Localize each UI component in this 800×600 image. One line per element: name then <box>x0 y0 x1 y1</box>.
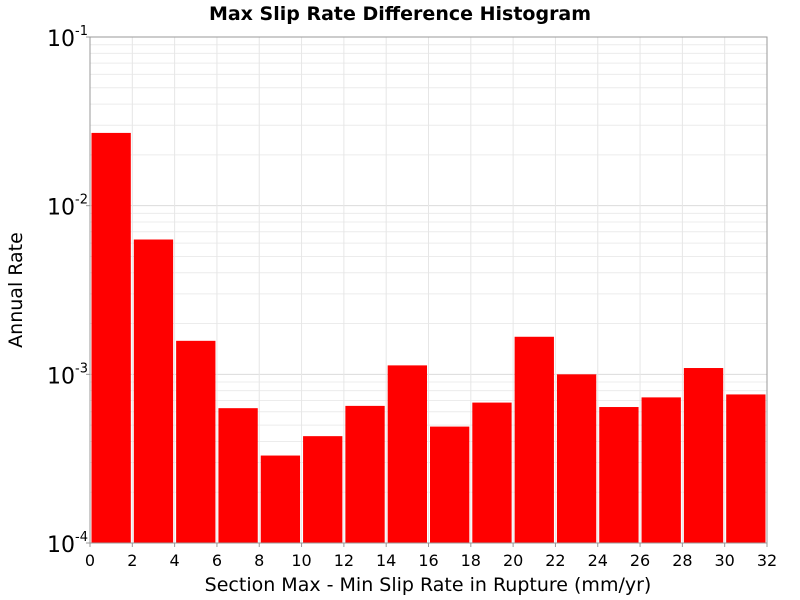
bar <box>345 405 385 543</box>
x-tick-label: 16 <box>418 551 438 570</box>
x-tick-label: 20 <box>503 551 523 570</box>
x-tick-label: 32 <box>757 551 777 570</box>
x-axis-ticks: 0 2 4 6 8 10 12 14 16 18 20 22 24 26 28 30 32 <box>85 543 777 570</box>
bar <box>683 368 724 543</box>
bar <box>260 455 301 543</box>
y-tick-label: 10-3 <box>47 361 88 389</box>
y-axis-label: Annual Rate <box>5 232 27 348</box>
bar <box>176 340 216 543</box>
bar <box>641 397 681 543</box>
y-tick-label: 10-2 <box>47 193 88 221</box>
x-tick-label: 14 <box>376 551 396 570</box>
x-tick-label: 22 <box>545 551 565 570</box>
bar <box>303 436 343 543</box>
x-tick-label: 26 <box>630 551 650 570</box>
x-tick-label: 30 <box>715 551 735 570</box>
x-tick-label: 2 <box>127 551 137 570</box>
x-tick-label: 0 <box>85 551 95 570</box>
x-tick-label: 6 <box>212 551 222 570</box>
bar <box>91 132 131 543</box>
bar <box>387 365 427 543</box>
chart-title: Max Slip Rate Difference Histogram <box>209 3 591 25</box>
x-tick-label: 12 <box>334 551 354 570</box>
x-tick-label: 18 <box>461 551 481 570</box>
bars <box>91 132 766 543</box>
bar <box>218 408 258 543</box>
x-tick-label: 24 <box>588 551 608 570</box>
bar <box>133 239 174 543</box>
y-tick-label: 10-4 <box>47 530 88 558</box>
bar <box>514 336 554 543</box>
x-tick-label: 4 <box>170 551 180 570</box>
y-tick-label: 10-1 <box>47 24 88 52</box>
x-axis-label: Section Max - Min Slip Rate in Rupture (… <box>205 574 652 596</box>
x-tick-label: 10 <box>291 551 311 570</box>
x-tick-label: 8 <box>254 551 264 570</box>
x-tick-label: 28 <box>672 551 692 570</box>
bar <box>430 426 470 543</box>
y-axis-ticks: 10-4 10-3 10-2 10-1 <box>47 24 90 558</box>
bar <box>472 402 512 543</box>
bar <box>726 394 766 543</box>
bar <box>599 407 639 543</box>
bar <box>556 374 597 543</box>
